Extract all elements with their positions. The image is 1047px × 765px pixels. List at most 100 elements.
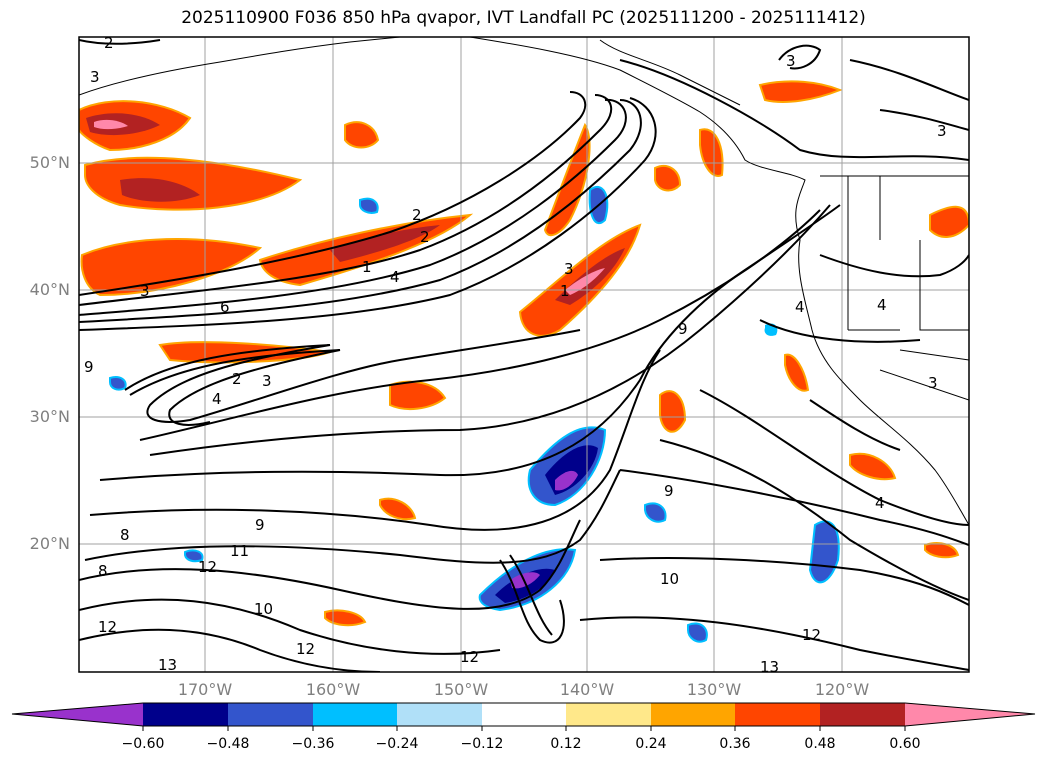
- contour-label: 4: [212, 390, 222, 408]
- colorbar-tick-label: 0.24: [635, 736, 667, 752]
- contour-line: [99, 204, 841, 481]
- colorbar-tick-label: −0.48: [206, 736, 250, 752]
- contour-label: 13: [760, 658, 779, 676]
- anomaly-patch: [94, 119, 128, 130]
- anomaly-patch: [109, 376, 127, 391]
- anomaly-patch: [324, 609, 367, 627]
- contour-label: 13: [158, 656, 177, 674]
- lat-label-40n: 40°N: [29, 280, 70, 299]
- contour-label: 4: [877, 296, 887, 314]
- colorbar-bin: [482, 703, 566, 726]
- contour-label: 12: [296, 640, 315, 658]
- contour-label: 12: [198, 558, 217, 576]
- anomaly-patch: [330, 225, 440, 262]
- anomaly-patch: [184, 549, 204, 563]
- contour-label: 9: [84, 358, 94, 376]
- lon-label-140w: 140°W: [559, 680, 615, 699]
- contour-labels: 2 3 2 3 6 2 1 4 3 1 2 3 4 9 8 9 8 11 12 …: [84, 34, 947, 676]
- anomaly-patch: [120, 178, 200, 202]
- contour-label: 3: [928, 374, 938, 392]
- contour-line: [79, 91, 587, 296]
- contour-line: [84, 469, 621, 564]
- contour-line: [79, 97, 657, 331]
- contour-line: [778, 44, 822, 70]
- ivt-contours: [79, 39, 969, 672]
- colorbar: [11, 702, 1036, 731]
- contour-label: 3: [90, 68, 100, 86]
- contour-label: 9: [664, 482, 674, 500]
- lat-label-20n: 20°N: [29, 534, 70, 553]
- colorbar-tick-label: −0.36: [291, 736, 335, 752]
- lat-label-50n: 50°N: [29, 153, 70, 172]
- contour-label: 3: [262, 372, 272, 390]
- contour-label: 6: [220, 298, 230, 316]
- contour-label: 2: [232, 370, 242, 388]
- colorbar-bin: [651, 703, 735, 726]
- contour-label: 10: [660, 570, 679, 588]
- colorbar-tick-label: 0.36: [719, 736, 751, 752]
- colorbar-extend-low: [12, 703, 143, 726]
- anomaly-patch: [929, 205, 969, 238]
- contour-label: 3: [786, 52, 796, 70]
- anomaly-patch: [565, 268, 605, 295]
- contour-label: 9: [678, 320, 688, 338]
- contour-line: [809, 399, 901, 451]
- contour-label: 12: [98, 618, 117, 636]
- contour-line: [79, 99, 642, 323]
- coastlines: [79, 37, 969, 526]
- colorbar-bin: [820, 703, 905, 726]
- contour-line: [79, 519, 581, 610]
- contour-label: 2: [412, 206, 422, 224]
- contour-label: 2: [104, 34, 114, 52]
- colorbar-tick-label: 0.48: [804, 736, 836, 752]
- contour-label: 4: [875, 494, 885, 512]
- contour-line: [509, 554, 553, 636]
- contour-line: [849, 59, 969, 101]
- contour-line: [879, 109, 969, 131]
- anomaly-patch: [359, 197, 379, 214]
- contour-label: 1: [362, 258, 372, 276]
- colorbar-bin: [228, 703, 313, 726]
- contour-line: [129, 349, 341, 426]
- lon-label-130w: 130°W: [686, 680, 742, 699]
- lon-label-150w: 150°W: [433, 680, 489, 699]
- contour-line: [499, 559, 565, 644]
- contour-label: 3: [564, 260, 574, 278]
- anomaly-patch: [699, 128, 724, 177]
- contour-label: 2: [420, 228, 430, 246]
- contour-line: [699, 389, 969, 526]
- anomaly-patch: [555, 470, 578, 491]
- contour-label: 3: [937, 122, 947, 140]
- colorbar-extend-high: [905, 703, 1035, 726]
- contour-line: [599, 557, 969, 606]
- colorbar-bin: [313, 703, 397, 726]
- contour-line: [619, 59, 969, 161]
- contour-line: [79, 94, 613, 306]
- map-title: 2025110900 F036 850 hPa qvapor, IVT Land…: [181, 8, 866, 28]
- contour-line: [149, 204, 831, 456]
- anomaly-patch: [758, 80, 843, 103]
- contour-line: [619, 469, 969, 546]
- contour-line: [79, 598, 501, 655]
- anomaly-patch: [687, 622, 708, 643]
- contour-line: [759, 319, 921, 343]
- contour-label: 4: [390, 268, 400, 286]
- colorbar-bin: [397, 703, 482, 726]
- contour-label: 1: [560, 282, 570, 300]
- contour-label: 12: [460, 648, 479, 666]
- contour-line: [819, 254, 969, 278]
- contour-line: [79, 628, 381, 672]
- colorbar-tick-label: 0.60: [889, 736, 921, 752]
- contour-label: 8: [120, 526, 130, 544]
- colorbar-tick-label: −0.12: [460, 736, 504, 752]
- anomaly-patch: [654, 165, 682, 192]
- anomaly-patch: [784, 353, 810, 392]
- anomaly-patch: [80, 238, 263, 297]
- lon-label-170w: 170°W: [177, 680, 233, 699]
- colorbar-bin: [735, 703, 820, 726]
- colorbar-tick-label: −0.60: [121, 736, 165, 752]
- anomaly-patch: [924, 542, 960, 559]
- contour-line: [579, 616, 969, 671]
- colorbar-bin: [566, 703, 651, 726]
- lon-label-160w: 160°W: [305, 680, 361, 699]
